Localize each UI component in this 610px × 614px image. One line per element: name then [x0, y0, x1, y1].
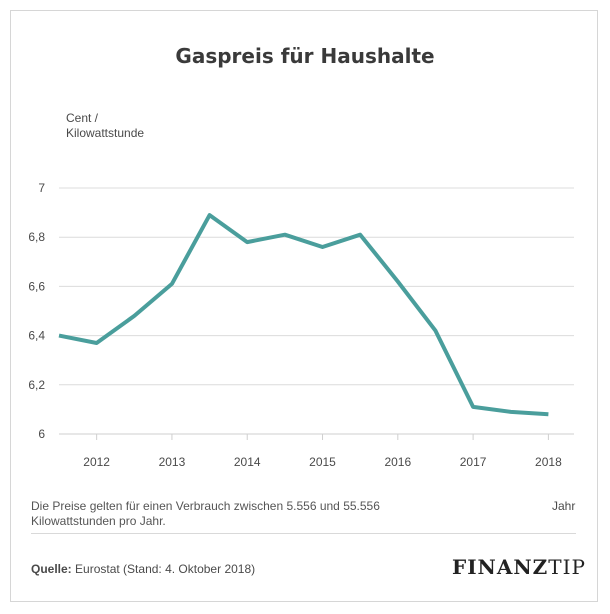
- footnote-line-1: Die Preise gelten für einen Verbrauch zw…: [31, 499, 380, 513]
- source-label: Quelle:: [31, 562, 72, 576]
- y-axis-label-line-1: Cent /: [66, 111, 99, 125]
- gridlines: [59, 187, 574, 440]
- x-tick-label: 2015: [309, 455, 336, 469]
- series-line-0: [58, 213, 549, 417]
- chart-frame: [10, 10, 598, 602]
- source-line: Quelle: Eurostat (Stand: 4. Oktober 2018…: [31, 562, 255, 576]
- y-axis-label: Cent / Kilowattstunde: [66, 111, 144, 141]
- x-tick-label: 2012: [83, 455, 110, 469]
- x-tick-label: 2014: [234, 455, 261, 469]
- chart-title: Gaspreis für Haushalte: [175, 44, 435, 68]
- y-tick-labels: 6 6,2 6,4 6,6 6,8 7: [28, 181, 45, 441]
- source-text: Eurostat (Stand: 4. Oktober 2018): [75, 562, 256, 576]
- y-tick-label: 6,4: [28, 329, 45, 343]
- y-axis-label-line-2: Kilowattstunde: [66, 126, 145, 140]
- x-tick-label: 2018: [535, 455, 562, 469]
- x-tick-labels: 2012 2013 2014 2015 2016 2017 2018: [83, 455, 562, 469]
- divider: [31, 533, 576, 534]
- y-tick-label: 6,2: [28, 378, 45, 392]
- x-tick-label: 2016: [384, 455, 411, 469]
- y-tick-label: 6,6: [28, 279, 45, 293]
- x-tick-label: 2013: [159, 455, 186, 469]
- footnote: Die Preise gelten für einen Verbrauch zw…: [31, 499, 451, 529]
- y-tick-label: 6,8: [28, 230, 45, 244]
- y-tick-label: 7: [38, 181, 45, 195]
- y-tick-label: 6: [38, 427, 45, 441]
- finanztip-logo: FINANZTIP: [452, 555, 586, 579]
- x-axis-label: Jahr: [552, 499, 576, 513]
- x-tick-label: 2017: [460, 455, 487, 469]
- logo-part-1: FINANZ: [452, 555, 549, 579]
- series-group: [58, 213, 549, 417]
- logo-part-2: TIP: [548, 555, 586, 579]
- footnote-line-2: Kilowattstunden pro Jahr.: [31, 514, 166, 528]
